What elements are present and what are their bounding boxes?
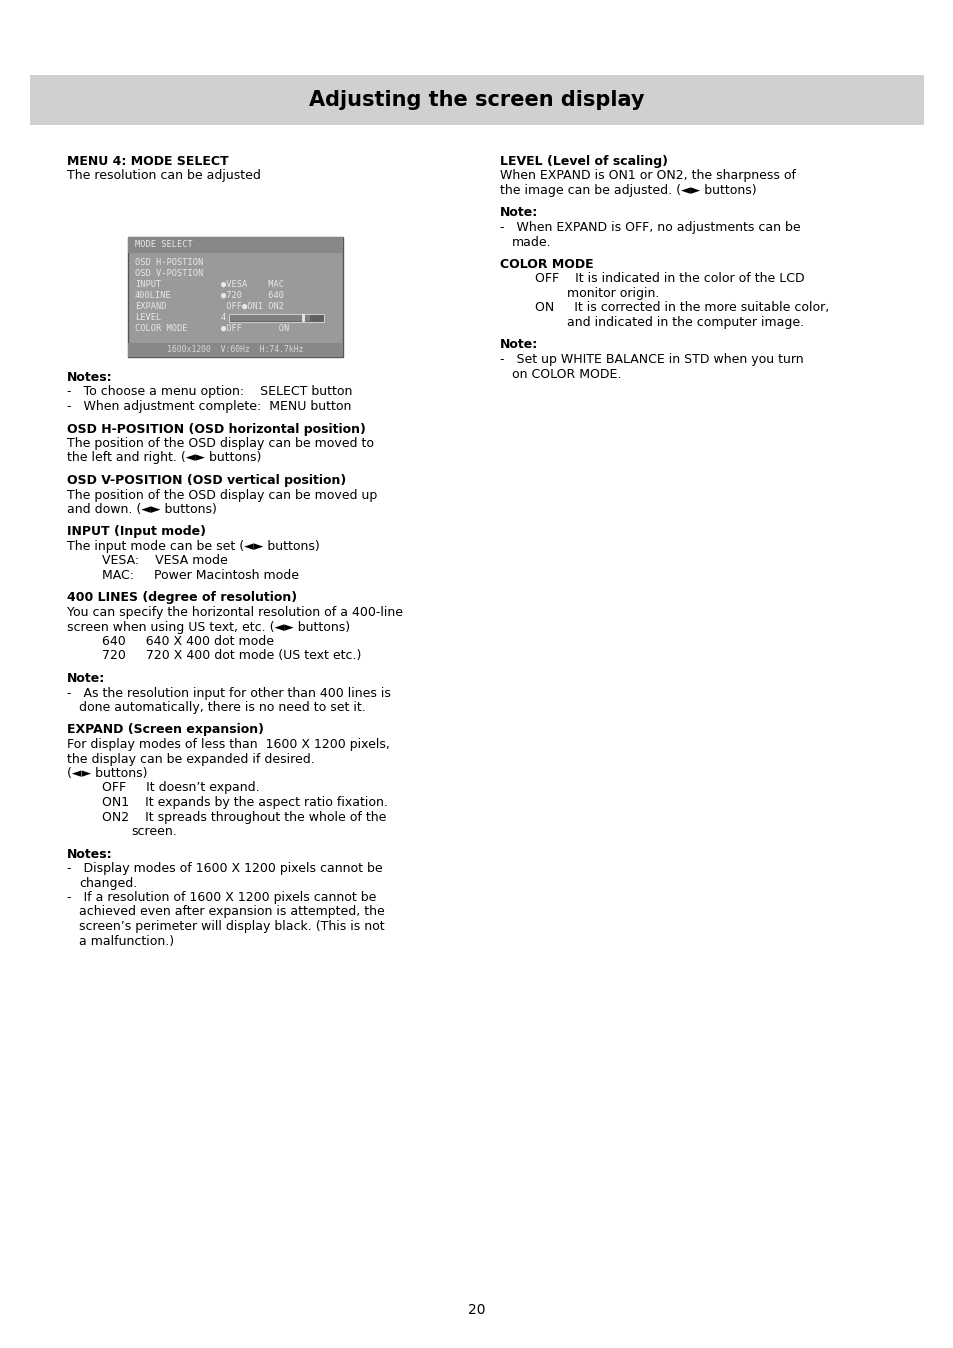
Text: 640     640 X 400 dot mode: 640 640 X 400 dot mode	[102, 635, 274, 648]
Text: Adjusting the screen display: Adjusting the screen display	[309, 90, 644, 111]
Text: and down. (◄► buttons): and down. (◄► buttons)	[67, 503, 216, 516]
Text: and indicated in the computer image.: and indicated in the computer image.	[566, 315, 803, 329]
Text: LEVEL (Level of scaling): LEVEL (Level of scaling)	[499, 155, 667, 168]
Text: OFF     It doesn’t expand.: OFF It doesn’t expand.	[102, 782, 259, 794]
Text: The position of the OSD display can be moved to: The position of the OSD display can be m…	[67, 437, 374, 450]
Text: on COLOR MODE.: on COLOR MODE.	[512, 368, 620, 380]
Text: OSD H-POSITION (OSD horizontal position): OSD H-POSITION (OSD horizontal position)	[67, 422, 366, 435]
Text: -   To choose a menu option:    SELECT button: - To choose a menu option: SELECT button	[67, 386, 352, 399]
Text: -   When adjustment complete:  MENU button: - When adjustment complete: MENU button	[67, 400, 351, 412]
Bar	[230, 315, 310, 321]
Text: -   Display modes of 1600 X 1200 pixels cannot be: - Display modes of 1600 X 1200 pixels ca…	[67, 861, 382, 875]
Text: achieved even after expansion is attempted, the: achieved even after expansion is attempt…	[79, 906, 384, 918]
Text: -   When EXPAND is OFF, no adjustments can be: - When EXPAND is OFF, no adjustments can…	[499, 221, 800, 235]
Text: 1600x1200  V:60Hz  H:74.7kHz: 1600x1200 V:60Hz H:74.7kHz	[167, 345, 303, 355]
Text: The position of the OSD display can be moved up: The position of the OSD display can be m…	[67, 488, 376, 501]
Text: made.: made.	[512, 236, 551, 248]
Text: Note:: Note:	[67, 673, 105, 685]
Text: EXPAND: EXPAND	[135, 302, 167, 311]
Text: VESA:    VESA mode: VESA: VESA mode	[102, 554, 228, 568]
Bar	[128, 237, 343, 253]
Text: ON     It is corrected in the more suitable color,: ON It is corrected in the more suitable …	[535, 302, 828, 314]
Bar	[302, 314, 305, 322]
Text: ●720     640: ●720 640	[221, 291, 284, 301]
Text: OSD V-POSITION (OSD vertical position): OSD V-POSITION (OSD vertical position)	[67, 474, 346, 487]
Text: -   If a resolution of 1600 X 1200 pixels cannot be: - If a resolution of 1600 X 1200 pixels …	[67, 891, 376, 905]
Text: COLOR MODE: COLOR MODE	[135, 324, 188, 333]
Text: 400 LINES (degree of resolution): 400 LINES (degree of resolution)	[67, 592, 296, 604]
Text: a malfunction.): a malfunction.)	[79, 934, 174, 948]
Bar	[128, 342, 343, 357]
Text: Notes:: Notes:	[67, 371, 112, 384]
Text: ON1    It expands by the aspect ratio fixation.: ON1 It expands by the aspect ratio fixat…	[102, 797, 388, 809]
Text: INPUT (Input mode): INPUT (Input mode)	[67, 526, 206, 538]
Text: When EXPAND is ON1 or ON2, the sharpness of: When EXPAND is ON1 or ON2, the sharpness…	[499, 170, 795, 182]
Text: done automatically, there is no need to set it.: done automatically, there is no need to …	[79, 701, 365, 714]
Text: ●OFF       ON: ●OFF ON	[221, 324, 289, 333]
Text: the image can be adjusted. (◄► buttons): the image can be adjusted. (◄► buttons)	[499, 183, 756, 197]
Text: monitor origin.: monitor origin.	[566, 287, 659, 301]
Text: 720     720 X 400 dot mode (US text etc.): 720 720 X 400 dot mode (US text etc.)	[102, 650, 361, 662]
Text: You can specify the horizontal resolution of a 400-line: You can specify the horizontal resolutio…	[67, 607, 402, 619]
Text: ●VESA    MAC: ●VESA MAC	[221, 280, 284, 288]
Text: COLOR MODE: COLOR MODE	[499, 257, 593, 271]
Text: The input mode can be set (◄► buttons): The input mode can be set (◄► buttons)	[67, 541, 319, 553]
Text: 20: 20	[468, 1304, 485, 1317]
Text: OFF    It is indicated in the color of the LCD: OFF It is indicated in the color of the …	[535, 272, 803, 286]
Text: OSD H-POSTION: OSD H-POSTION	[135, 257, 203, 267]
Text: changed.: changed.	[79, 876, 137, 890]
Bar	[128, 237, 343, 357]
Text: EXPAND (Screen expansion): EXPAND (Screen expansion)	[67, 724, 264, 736]
Text: INPUT: INPUT	[135, 280, 161, 288]
Text: the left and right. (◄► buttons): the left and right. (◄► buttons)	[67, 452, 261, 465]
Bar	[229, 314, 324, 322]
Text: the display can be expanded if desired.: the display can be expanded if desired.	[67, 752, 314, 766]
Text: screen’s perimeter will display black. (This is not: screen’s perimeter will display black. (…	[79, 919, 384, 933]
Text: For display modes of less than  1600 X 1200 pixels,: For display modes of less than 1600 X 12…	[67, 737, 390, 751]
Text: Notes:: Notes:	[67, 848, 112, 860]
Text: -   As the resolution input for other than 400 lines is: - As the resolution input for other than…	[67, 686, 391, 700]
Text: OFF●ON1 ON2: OFF●ON1 ON2	[221, 302, 284, 311]
Text: screen when using US text, etc. (◄► buttons): screen when using US text, etc. (◄► butt…	[67, 620, 350, 634]
Text: (◄► buttons): (◄► buttons)	[67, 767, 148, 780]
Text: 400LINE: 400LINE	[135, 291, 172, 301]
Text: LEVEL: LEVEL	[135, 313, 161, 322]
Text: MENU 4: MODE SELECT: MENU 4: MODE SELECT	[67, 155, 229, 168]
Text: MAC:     Power Macintosh mode: MAC: Power Macintosh mode	[102, 569, 298, 582]
Text: The resolution can be adjusted: The resolution can be adjusted	[67, 170, 260, 182]
Bar	[30, 75, 923, 125]
Text: -   Set up WHITE BALANCE in STD when you turn: - Set up WHITE BALANCE in STD when you t…	[499, 353, 802, 367]
Text: MODE SELECT: MODE SELECT	[135, 240, 193, 249]
Text: Note:: Note:	[499, 206, 537, 220]
Text: OSD V-POSTION: OSD V-POSTION	[135, 270, 203, 278]
Text: ON2    It spreads throughout the whole of the: ON2 It spreads throughout the whole of t…	[102, 810, 386, 824]
Text: screen.: screen.	[131, 825, 176, 838]
Text: Note:: Note:	[499, 338, 537, 352]
Text: 4: 4	[221, 313, 226, 322]
